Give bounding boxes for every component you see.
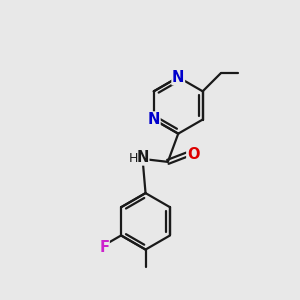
Text: H: H	[128, 152, 138, 165]
Text: F: F	[99, 240, 109, 255]
Text: O: O	[187, 147, 199, 162]
Text: N: N	[136, 150, 149, 165]
Text: N: N	[172, 70, 184, 85]
Text: N: N	[148, 112, 160, 127]
